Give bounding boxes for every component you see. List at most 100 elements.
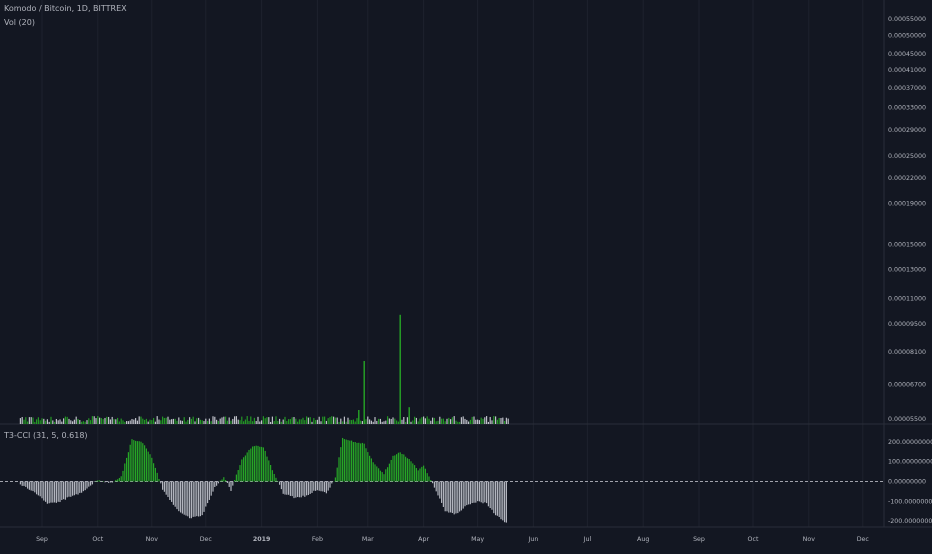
indicator-bar xyxy=(470,481,471,504)
indicator-bar xyxy=(396,454,397,481)
indicator-bar xyxy=(126,458,127,482)
indicator-bar xyxy=(436,481,437,491)
volume-bar xyxy=(211,421,212,424)
time-axis-label: Oct xyxy=(92,536,103,543)
volume-bar xyxy=(367,417,368,424)
indicator-bar xyxy=(331,481,332,483)
volume-bar xyxy=(230,421,231,424)
indicator-bar xyxy=(139,441,140,481)
volume-bar xyxy=(223,417,224,424)
volume-bar xyxy=(88,418,89,424)
volume-bar xyxy=(421,417,422,424)
indicator-axis-label: -100.00000000 xyxy=(888,498,932,505)
volume-bar xyxy=(286,421,287,424)
volume-bar xyxy=(137,421,138,424)
indicator-bar xyxy=(23,481,24,485)
volume-bar xyxy=(124,422,125,424)
volume-bar xyxy=(283,420,284,424)
indicator-bar xyxy=(491,481,492,509)
indicator-bar xyxy=(306,481,307,495)
volume-bar xyxy=(250,416,251,424)
indicator-bar xyxy=(169,481,170,499)
indicator-bar xyxy=(310,481,311,493)
indicator-bar xyxy=(112,481,113,482)
indicator-bar xyxy=(369,456,370,482)
indicator-bar xyxy=(342,438,343,482)
volume-bar xyxy=(470,420,471,424)
volume-bar xyxy=(391,419,392,424)
volume-bar xyxy=(67,417,68,424)
volume-bar xyxy=(472,417,473,424)
volume-bar xyxy=(72,421,73,424)
indicator-bar xyxy=(392,456,393,482)
indicator-bar xyxy=(464,481,465,506)
volume-bar xyxy=(49,422,50,424)
volume-bar xyxy=(405,422,406,424)
indicator-bar xyxy=(493,481,494,513)
volume-bar xyxy=(292,417,293,424)
volume-bar xyxy=(180,420,181,424)
indicator-bar xyxy=(263,447,264,481)
indicator-bar xyxy=(167,481,168,497)
volume-bar xyxy=(279,419,280,424)
indicator-bar xyxy=(124,463,125,481)
volume-bar xyxy=(256,421,257,424)
volume-bar xyxy=(302,418,303,424)
volume-bar xyxy=(463,416,464,424)
volume-bar xyxy=(209,419,210,424)
volume-bar xyxy=(488,422,489,424)
indicator-bar xyxy=(36,481,37,494)
volume-bar xyxy=(412,421,413,424)
volume-bar xyxy=(495,416,496,424)
indicator-bar xyxy=(176,481,177,509)
volume-bar xyxy=(272,417,273,424)
indicator-bar xyxy=(31,481,32,490)
volume-bar xyxy=(437,421,438,424)
indicator-bar xyxy=(382,472,383,481)
indicator-bar xyxy=(340,447,341,481)
volume-bar xyxy=(25,417,26,424)
volume-bar xyxy=(274,421,275,424)
volume-bar xyxy=(355,421,356,424)
volume-bar xyxy=(315,420,316,424)
volume-bar xyxy=(473,416,474,424)
indicator-bar xyxy=(344,439,345,481)
indicator-bar xyxy=(299,481,300,497)
volume-bar xyxy=(259,422,260,424)
indicator-bar xyxy=(457,481,458,513)
indicator-bar xyxy=(281,481,282,489)
volume-bar xyxy=(434,418,435,424)
indicator-bar xyxy=(479,481,480,501)
indicator-bar xyxy=(196,481,197,516)
volume-bar xyxy=(115,419,116,424)
volume-bar xyxy=(103,419,104,424)
indicator-bar xyxy=(358,443,359,482)
time-axis-label: 2019 xyxy=(253,536,271,543)
indicator-bar xyxy=(137,441,138,481)
volume-bar xyxy=(446,419,447,424)
volume-bar xyxy=(423,417,424,424)
indicator-bar xyxy=(475,481,476,502)
indicator-bar xyxy=(405,457,406,482)
volume-bar xyxy=(232,419,233,424)
volume-bar xyxy=(54,422,55,424)
indicator-bar xyxy=(214,481,215,486)
volume-spike-bar xyxy=(364,361,365,424)
volume-bar xyxy=(261,420,262,424)
indicator-bar xyxy=(119,478,120,482)
volume-bar xyxy=(419,419,420,424)
volume-bar xyxy=(293,417,294,424)
indicator-bar xyxy=(292,481,293,496)
indicator-bar xyxy=(301,481,302,497)
volume-bar xyxy=(475,420,476,424)
indicator-bar xyxy=(207,481,208,503)
volume-bar xyxy=(133,420,134,424)
time-axis-label: Mar xyxy=(362,536,374,543)
indicator-bar xyxy=(131,439,132,481)
volume-bar xyxy=(101,418,102,424)
indicator-bar xyxy=(70,481,71,496)
indicator-bar xyxy=(319,481,320,490)
indicator-bar xyxy=(391,460,392,482)
indicator-bar xyxy=(329,481,330,487)
